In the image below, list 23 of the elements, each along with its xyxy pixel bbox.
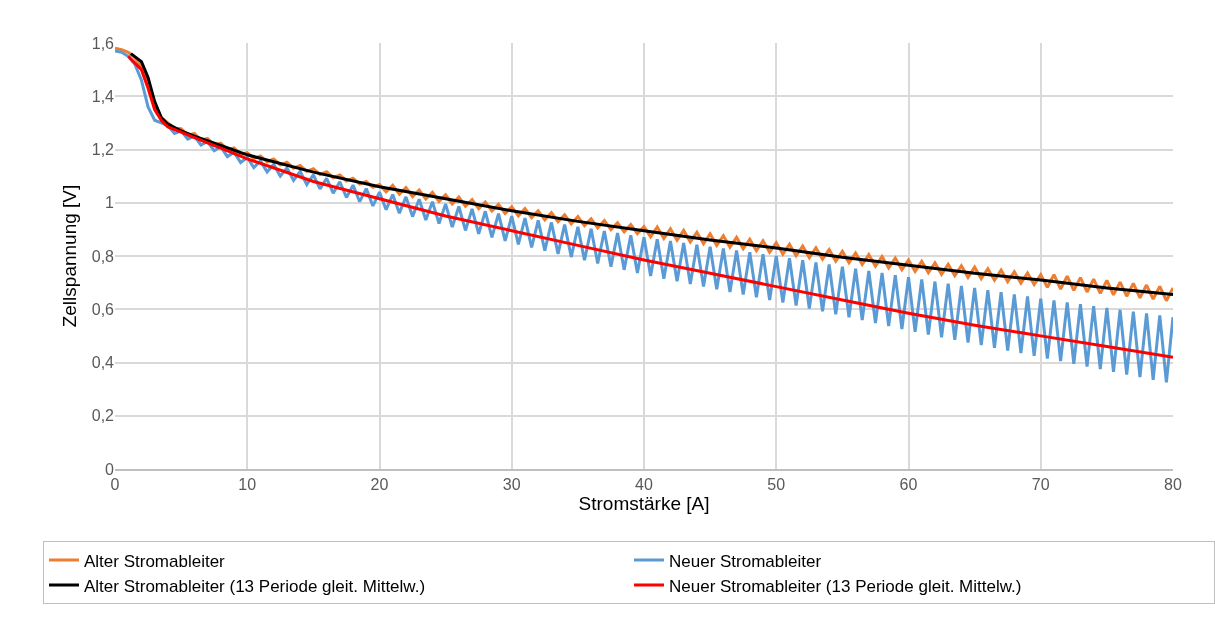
legend-label: Alter Stromableiter (13 Periode gleit. Mittelw.)	[84, 576, 426, 596]
y-axis-title: Zellspannung [V]	[58, 184, 80, 328]
x-tick-label: 40	[635, 476, 653, 494]
y-tick-label: 1,6	[91, 34, 115, 52]
x-tick-label: 50	[767, 476, 786, 494]
y-tick-label: 0,4	[91, 354, 115, 372]
x-axis-title: Stromstärke [A]	[578, 493, 710, 515]
y-tick-label: 0,6	[91, 300, 115, 318]
y-tick-label: 0	[105, 460, 115, 478]
y-tick-label: 0,8	[91, 247, 115, 265]
x-tick-label: 60	[899, 476, 918, 494]
legend-label: Neuer Stromableiter	[669, 551, 822, 571]
legend-label: Alter Stromableiter	[84, 551, 226, 571]
y-tick-label: 1	[105, 194, 115, 212]
x-tick-label: 10	[238, 476, 257, 494]
x-tick-label: 80	[1164, 476, 1182, 494]
y-tick-label: 1,4	[91, 87, 115, 105]
x-tick-label: 70	[1031, 476, 1050, 494]
legend-label: Neuer Stromableiter (13 Periode gleit. Mittelw.)	[669, 576, 1022, 596]
x-tick-label: 20	[370, 476, 389, 494]
x-tick-label: 30	[502, 476, 521, 494]
y-tick-label: 1,2	[91, 141, 115, 159]
y-tick-label: 0,2	[91, 407, 115, 425]
